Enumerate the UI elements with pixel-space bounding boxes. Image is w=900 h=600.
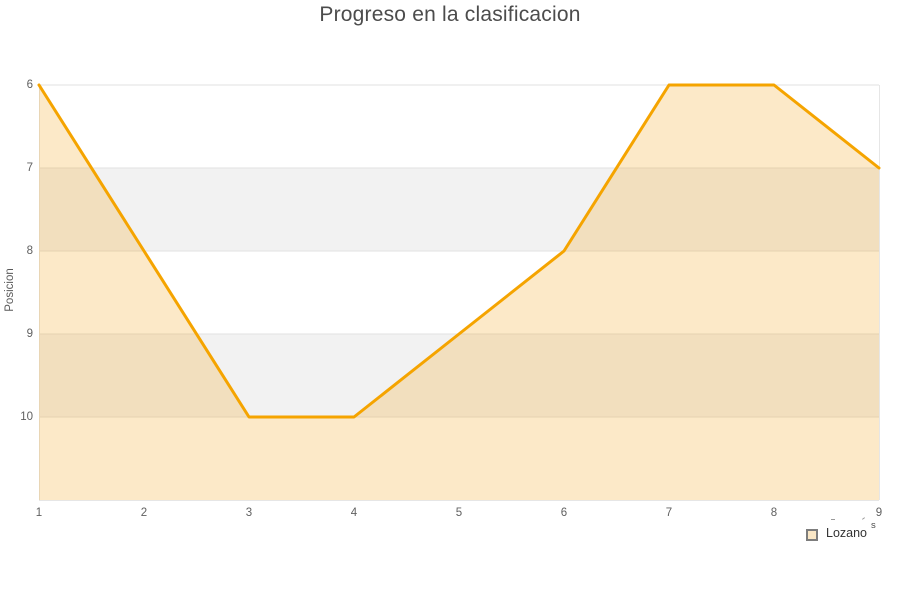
legend-superscript: s xyxy=(871,520,876,531)
x-axis-tick-label: 3 xyxy=(245,507,253,519)
x-axis-tick-label: 5 xyxy=(455,507,463,519)
legend: Lozano s xyxy=(798,515,898,547)
x-axis-tick-label: 9 xyxy=(875,507,883,519)
chart-title: Progreso en la clasificacion xyxy=(319,3,581,26)
x-axis-tick-label: 7 xyxy=(665,507,673,519)
x-axis-tick-label: 6 xyxy=(560,507,568,519)
legend-artifact-mark-icon xyxy=(831,519,835,520)
y-axis-tick-label: 10 xyxy=(20,411,33,423)
y-axis-tick-label: 8 xyxy=(26,245,33,257)
legend-item-lozano[interactable]: Lozano xyxy=(826,526,868,540)
y-axis-title: Posicion xyxy=(4,268,16,312)
series-area-lozano xyxy=(39,85,879,500)
series-line-lozano xyxy=(37,83,881,419)
plot-band xyxy=(39,334,879,417)
x-axis-tick-label: 8 xyxy=(770,507,778,519)
x-axis-tick-label: 2 xyxy=(140,507,148,519)
x-axis-tick-label: 4 xyxy=(350,507,358,519)
x-axis-tick-label: 1 xyxy=(35,507,43,519)
y-axis-tick-label: 6 xyxy=(26,79,33,91)
legend-swatch-icon[interactable] xyxy=(806,529,818,541)
y-axis-tick-label: 9 xyxy=(26,328,33,340)
legend-artifact-mark-icon xyxy=(861,517,866,520)
plot-band xyxy=(39,168,879,251)
y-axis-tick-label: 7 xyxy=(26,162,33,174)
